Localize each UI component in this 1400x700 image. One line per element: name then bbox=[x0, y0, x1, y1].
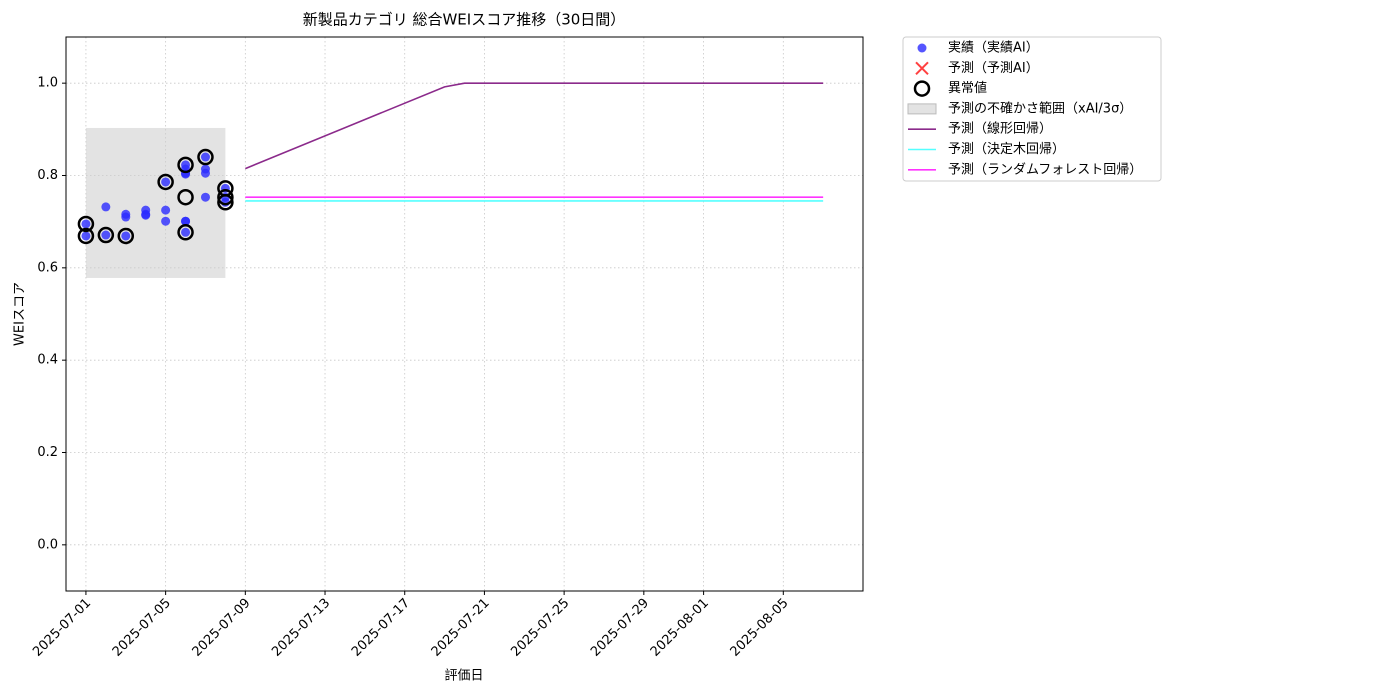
point bbox=[200, 164, 210, 174]
y-tick-label: 0.6 bbox=[37, 260, 58, 275]
anomaly-marker bbox=[217, 188, 234, 206]
legend-swatch bbox=[907, 103, 937, 115]
plot-frame bbox=[65, 36, 864, 592]
uncertainty-band bbox=[85, 127, 226, 278]
anomaly-marker bbox=[177, 224, 194, 241]
anomaly-marker bbox=[77, 215, 95, 233]
point bbox=[141, 209, 151, 219]
forecast-line bbox=[245, 82, 824, 170]
legend-box bbox=[902, 36, 1162, 182]
legend-label: 予測（決定木回帰） bbox=[948, 141, 1065, 157]
anomaly-marker bbox=[177, 188, 194, 206]
point bbox=[101, 230, 111, 240]
point bbox=[161, 177, 171, 187]
y-axis-label: WEIスコア bbox=[13, 282, 28, 346]
point bbox=[200, 152, 210, 162]
anomaly-marker bbox=[157, 173, 174, 191]
legend-label: 異常値 bbox=[948, 80, 987, 96]
point bbox=[121, 212, 131, 222]
point bbox=[181, 216, 191, 226]
y-tick-label: 0.0 bbox=[37, 537, 58, 552]
anomaly-marker bbox=[197, 148, 214, 166]
legend-swatch bbox=[915, 61, 929, 76]
point bbox=[81, 231, 91, 241]
anomaly-marker bbox=[77, 227, 95, 245]
anomaly-marker bbox=[117, 227, 135, 245]
point bbox=[200, 192, 210, 202]
point bbox=[161, 205, 171, 215]
x-axis-label: 評価日 bbox=[444, 669, 483, 684]
legend-label: 予測（線形回帰） bbox=[948, 121, 1052, 137]
chart-title: 新製品カテゴリ 総合WEIスコア推移（30日間） bbox=[303, 11, 626, 29]
legend-label: 予測（ランダムフォレスト回帰） bbox=[948, 161, 1142, 177]
anomaly-marker bbox=[97, 226, 115, 244]
point bbox=[101, 202, 111, 212]
anomaly-marker bbox=[217, 194, 234, 211]
point bbox=[181, 227, 191, 237]
point bbox=[81, 219, 91, 229]
legend-swatch bbox=[917, 43, 927, 53]
legend-label: 実績（実績AI） bbox=[948, 40, 1039, 56]
y-tick-label: 1.0 bbox=[37, 76, 58, 91]
legend-label: 予測（予測AI） bbox=[948, 61, 1039, 76]
point bbox=[121, 231, 131, 241]
anomaly-marker bbox=[177, 156, 194, 174]
legend-label: 予測の不確かさ範囲（xAI/3σ） bbox=[948, 100, 1132, 116]
point bbox=[161, 216, 171, 226]
legend-swatch bbox=[913, 80, 931, 97]
y-tick-label: 0.4 bbox=[37, 353, 58, 368]
y-tick-label: 0.2 bbox=[37, 445, 58, 460]
y-tick-label: 0.8 bbox=[37, 168, 58, 183]
